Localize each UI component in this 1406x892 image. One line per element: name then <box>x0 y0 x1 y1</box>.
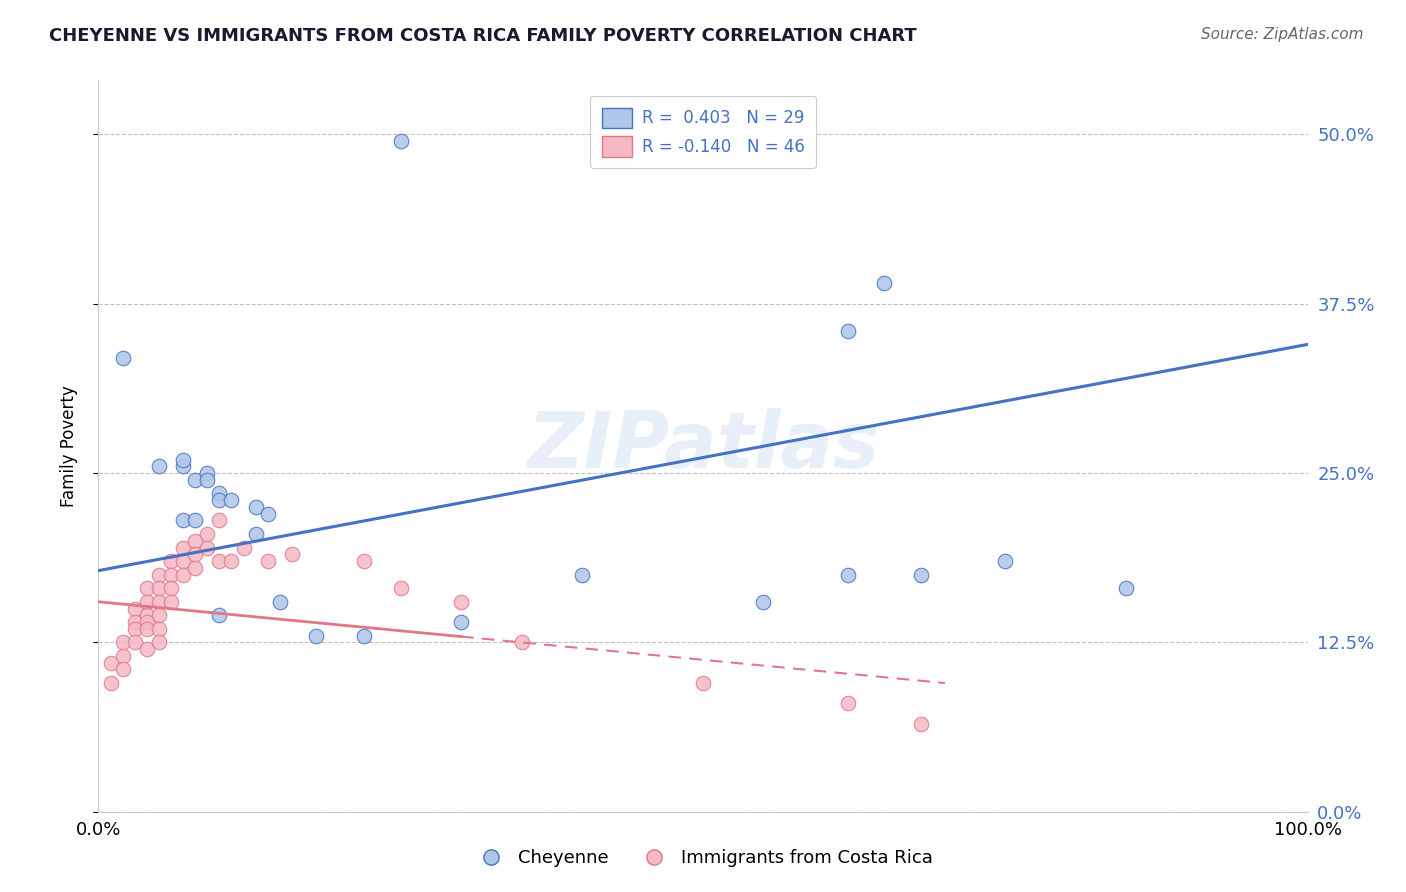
Point <box>148 581 170 595</box>
Point <box>135 615 157 629</box>
Point <box>208 486 231 500</box>
Point <box>111 663 134 677</box>
Point <box>160 567 183 582</box>
Point <box>160 595 183 609</box>
Point <box>510 635 533 649</box>
Point <box>245 500 267 514</box>
Point <box>195 473 218 487</box>
Point <box>111 635 134 649</box>
Point <box>837 697 859 711</box>
Point <box>184 473 207 487</box>
Point <box>195 527 218 541</box>
Point <box>148 567 170 582</box>
Point <box>389 134 412 148</box>
Point <box>148 608 170 623</box>
Point <box>256 554 278 568</box>
Point <box>208 554 231 568</box>
Legend: R =  0.403   N = 29, R = -0.140   N = 46: R = 0.403 N = 29, R = -0.140 N = 46 <box>591 96 815 169</box>
Point <box>1115 581 1137 595</box>
Point <box>208 514 231 528</box>
Point <box>160 581 183 595</box>
Point <box>172 452 194 467</box>
Point <box>124 622 146 636</box>
Point <box>281 547 304 561</box>
Point <box>305 629 328 643</box>
Point <box>208 608 231 623</box>
Point <box>172 514 194 528</box>
Point <box>124 615 146 629</box>
Point <box>873 277 896 291</box>
Point <box>389 581 412 595</box>
Point <box>692 676 714 690</box>
Point <box>221 493 243 508</box>
Point <box>184 514 207 528</box>
Point <box>172 554 194 568</box>
Point <box>172 459 194 474</box>
Point <box>111 648 134 663</box>
Point <box>269 595 291 609</box>
Point <box>752 595 775 609</box>
Point <box>837 324 859 338</box>
Text: ZIPatlas: ZIPatlas <box>527 408 879 484</box>
Point <box>148 459 170 474</box>
Point <box>148 622 170 636</box>
Point <box>172 567 194 582</box>
Y-axis label: Family Poverty: Family Poverty <box>59 385 77 507</box>
Point <box>135 595 157 609</box>
Point <box>135 642 157 657</box>
Point <box>221 554 243 568</box>
Point <box>837 567 859 582</box>
Point <box>135 581 157 595</box>
Point <box>160 554 183 568</box>
Point <box>124 601 146 615</box>
Point <box>124 635 146 649</box>
Point <box>450 595 472 609</box>
Point <box>184 547 207 561</box>
Point <box>148 595 170 609</box>
Point <box>910 567 932 582</box>
Point <box>172 541 194 555</box>
Point <box>450 615 472 629</box>
Point <box>135 608 157 623</box>
Point <box>353 554 375 568</box>
Point <box>184 561 207 575</box>
Point <box>245 527 267 541</box>
Point <box>256 507 278 521</box>
Text: Source: ZipAtlas.com: Source: ZipAtlas.com <box>1201 27 1364 42</box>
Point <box>232 541 254 555</box>
Point <box>353 629 375 643</box>
Point <box>100 656 122 670</box>
Point <box>135 622 157 636</box>
Point <box>148 635 170 649</box>
Point <box>100 676 122 690</box>
Point <box>195 466 218 480</box>
Point <box>195 541 218 555</box>
Point <box>184 533 207 548</box>
Point <box>994 554 1017 568</box>
Legend: Cheyenne, Immigrants from Costa Rica: Cheyenne, Immigrants from Costa Rica <box>465 842 941 874</box>
Point <box>571 567 593 582</box>
Point <box>208 493 231 508</box>
Text: CHEYENNE VS IMMIGRANTS FROM COSTA RICA FAMILY POVERTY CORRELATION CHART: CHEYENNE VS IMMIGRANTS FROM COSTA RICA F… <box>49 27 917 45</box>
Point <box>111 351 134 365</box>
Point <box>910 716 932 731</box>
